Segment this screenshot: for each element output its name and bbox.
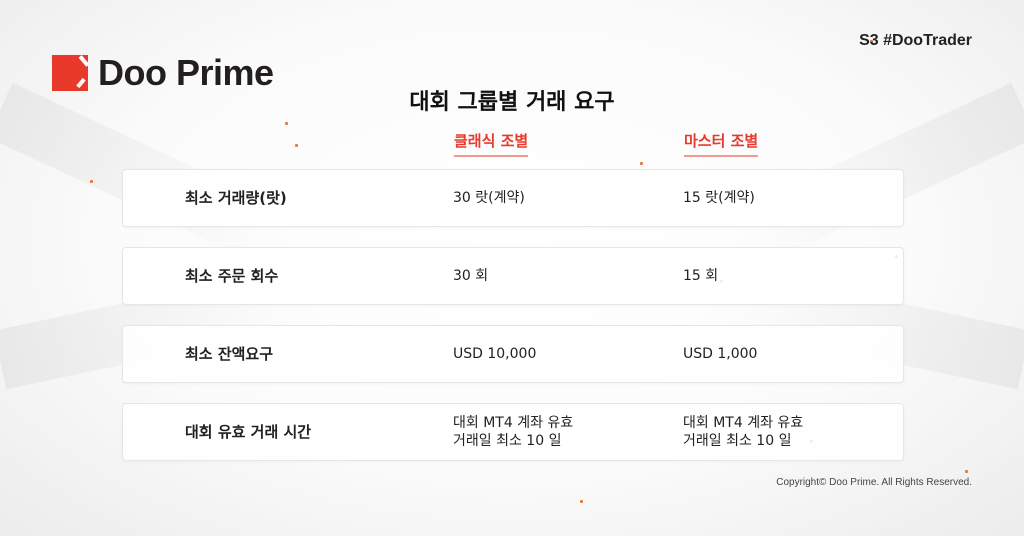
row-label: 최소 잔액요구 (185, 345, 274, 363)
column-header-classic: 클래식 조별 (454, 130, 529, 157)
page-title: 대회 그룹별 거래 요구 (409, 90, 615, 115)
copyright: Copyright© Doo Prime. All Rights Reserve… (776, 477, 972, 488)
master-value: 대회 MT4 계좌 유효 거래일 최소 10 일 (683, 415, 804, 449)
hashtag: S3 #DooTrader (859, 32, 972, 49)
doo-prime-logo: Doo Prime (52, 52, 274, 94)
master-value: 15 회 (683, 268, 719, 284)
classic-value: USD 10,000 (453, 346, 537, 362)
column-header-master: 마스터 조별 (684, 130, 759, 157)
logo-mark-icon (52, 55, 88, 91)
confetti (965, 470, 968, 473)
classic-value: 대회 MT4 계좌 유효 거래일 최소 10 일 (453, 415, 574, 449)
confetti (285, 122, 288, 125)
classic-value: 30 랏(계약) (453, 190, 525, 206)
confetti (295, 144, 298, 147)
classic-value: 30 회 (453, 268, 489, 284)
confetti (640, 162, 643, 165)
master-value: 15 랏(계약) (683, 190, 755, 206)
table-row: 최소 주문 회수 30 회 15 회 (122, 247, 904, 305)
confetti (870, 40, 873, 43)
confetti (90, 180, 93, 183)
logo-text: Doo Prime (98, 52, 274, 93)
table-row: 최소 잔액요구 USD 10,000 USD 1,000 (122, 325, 904, 383)
table-row: 최소 거래량(랏) 30 랏(계약) 15 랏(계약) (122, 169, 904, 227)
row-label: 대회 유효 거래 시간 (185, 423, 312, 441)
master-value: USD 1,000 (683, 346, 758, 362)
row-label: 최소 주문 회수 (185, 267, 279, 285)
row-label: 최소 거래량(랏) (185, 189, 287, 207)
confetti (580, 500, 583, 503)
table-row: 대회 유효 거래 시간 대회 MT4 계좌 유효 거래일 최소 10 일 대회 … (122, 403, 904, 461)
